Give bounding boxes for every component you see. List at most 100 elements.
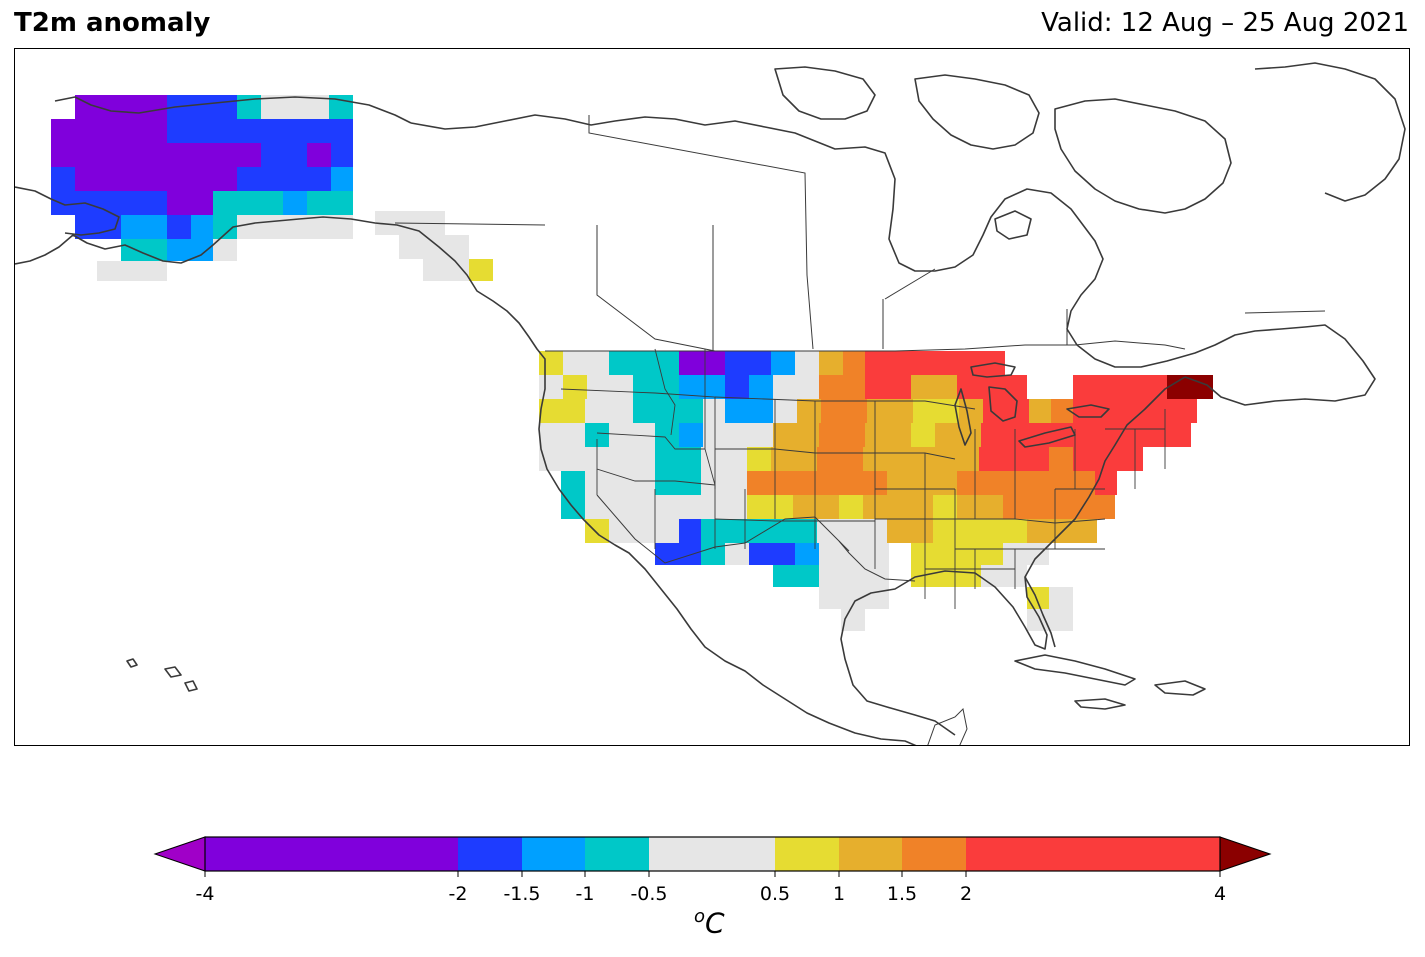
coastlines	[15, 62, 1406, 745]
anomaly-cell	[867, 399, 913, 423]
anomaly-cell	[561, 471, 585, 495]
anomaly-cell	[75, 167, 237, 191]
anomaly-cell	[633, 399, 703, 423]
anomaly-cell	[679, 423, 703, 447]
colorbar-tick-label: 4	[1214, 883, 1226, 905]
anomaly-cell	[1097, 423, 1143, 447]
anomaly-cell	[1073, 447, 1143, 471]
anomaly-cell	[307, 167, 331, 191]
anomaly-cell	[817, 447, 863, 471]
anomaly-cell	[1143, 423, 1191, 447]
anomaly-cell	[1027, 495, 1073, 519]
anomaly-cell	[1003, 543, 1049, 565]
anomaly-cell	[167, 215, 191, 239]
anomaly-cell	[563, 447, 655, 471]
anomaly-cell	[887, 471, 957, 495]
anomaly-cell	[819, 543, 889, 565]
anomaly-grid	[51, 95, 1213, 631]
anomaly-cell	[679, 351, 725, 375]
anomaly-cell	[213, 191, 283, 215]
colorbar-tick-label: -2	[449, 883, 468, 905]
anomaly-cell	[701, 519, 723, 543]
anomaly-cell	[979, 447, 1025, 471]
anomaly-cell	[747, 495, 793, 519]
anomaly-cell	[585, 399, 633, 423]
anomaly-cell	[655, 423, 679, 447]
anomaly-cell	[51, 143, 261, 167]
anomaly-cell	[1049, 447, 1073, 471]
anomaly-cell	[609, 519, 679, 543]
anomaly-cell	[797, 399, 821, 423]
anomaly-cell	[819, 351, 843, 375]
anomaly-cell	[539, 399, 585, 423]
anomaly-cell	[585, 495, 747, 519]
anomaly-cell	[819, 375, 865, 399]
anomaly-cell	[1073, 399, 1197, 423]
colorbar-tick-label: 1.5	[887, 883, 917, 905]
anomaly-cell	[75, 95, 167, 119]
anomaly-cell	[819, 565, 889, 587]
anomaly-cell	[191, 215, 213, 239]
anomaly-cell	[399, 235, 469, 259]
anomaly-cell	[865, 375, 911, 399]
anomaly-cell	[981, 423, 1027, 447]
anomaly-cell	[237, 167, 283, 191]
anomaly-cell	[725, 543, 749, 565]
colorbar-over-arrow	[1219, 836, 1272, 872]
map-title: T2m anomaly	[14, 8, 211, 38]
anomaly-cell	[957, 495, 1003, 519]
anomaly-cell	[911, 423, 935, 447]
anomaly-cell	[121, 215, 167, 239]
anomaly-cell	[957, 471, 1049, 495]
anomaly-cell	[911, 375, 957, 399]
anomaly-cell	[51, 191, 167, 215]
anomaly-cell	[865, 423, 911, 447]
anomaly-cell	[1049, 587, 1073, 609]
anomaly-cell	[887, 495, 933, 519]
anomaly-cell	[539, 351, 563, 375]
anomaly-cell	[747, 447, 771, 471]
anomaly-cell	[1073, 375, 1167, 399]
colorbar-bin	[839, 837, 902, 871]
anomaly-cell	[773, 423, 819, 447]
anomaly-cell	[51, 167, 75, 191]
colorbar-tick-label: 2	[960, 883, 972, 905]
anomaly-cell	[723, 519, 817, 543]
anomaly-cell	[957, 519, 981, 543]
anomaly-cell	[1027, 609, 1073, 631]
anomaly-cell	[587, 375, 633, 399]
anomaly-cell	[773, 399, 797, 423]
anomaly-cell	[51, 119, 167, 143]
map-canvas	[15, 62, 1406, 745]
anomaly-cell	[1095, 471, 1117, 495]
anomaly-cell	[585, 471, 655, 495]
anomaly-cell	[167, 119, 353, 143]
anomaly-cell	[167, 191, 213, 215]
colorbar-bin	[902, 837, 966, 871]
anomaly-cell	[795, 351, 819, 375]
colorbar-bin	[649, 837, 775, 871]
anomaly-cell	[261, 95, 329, 119]
colorbar-tick-label: -1	[576, 883, 595, 905]
anomaly-cell	[819, 587, 889, 609]
anomaly-cell	[887, 519, 933, 543]
anomaly-cell	[633, 375, 679, 399]
anomaly-cell	[935, 423, 981, 447]
anomaly-cell	[307, 143, 331, 167]
anomaly-cell	[1049, 471, 1095, 495]
colorbar-bin	[775, 837, 839, 871]
anomaly-cell	[655, 351, 679, 375]
anomaly-cell	[793, 495, 839, 519]
colorbar-tick-label: -4	[196, 883, 215, 905]
anomaly-cell	[213, 239, 237, 261]
anomaly-cell	[701, 543, 725, 565]
anomaly-cell	[331, 167, 353, 191]
anomaly-cell	[933, 447, 979, 471]
anomaly-cell	[655, 447, 701, 471]
colorbar-unit: oC	[694, 906, 725, 940]
colorbar-ticks: -4 -2 -1.5 -1 -0.5 0.5 1 1.5 2 4	[196, 871, 1226, 905]
anomaly-cell	[701, 471, 747, 495]
anomaly-cell	[679, 519, 701, 543]
anomaly-cell	[609, 351, 655, 375]
anomaly-cell	[887, 447, 933, 471]
